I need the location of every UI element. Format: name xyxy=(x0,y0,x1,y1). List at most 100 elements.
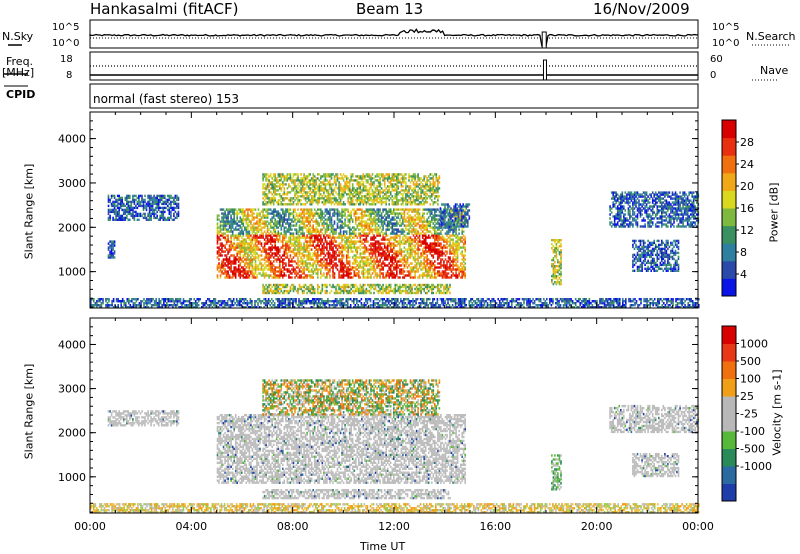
data-cell xyxy=(118,206,120,210)
data-cell xyxy=(345,181,348,184)
data-cell xyxy=(272,179,275,182)
data-cell xyxy=(300,236,302,239)
data-cell xyxy=(358,208,360,211)
data-cell xyxy=(431,272,433,275)
data-cell xyxy=(170,194,172,198)
data-cell xyxy=(397,242,400,245)
data-cell xyxy=(426,246,428,249)
data-cell xyxy=(348,218,351,221)
data-cell xyxy=(443,276,445,279)
data-cell xyxy=(391,228,394,231)
data-cell xyxy=(318,222,321,225)
data-cell xyxy=(437,236,439,239)
data-cell xyxy=(263,220,266,223)
data-cell xyxy=(275,266,278,269)
data-cell xyxy=(403,218,406,221)
data-cell xyxy=(271,218,273,221)
data-cell xyxy=(339,199,342,202)
data-cell xyxy=(329,246,331,249)
data-cell xyxy=(107,204,110,208)
data-cell xyxy=(389,242,392,245)
data-cell xyxy=(239,242,242,245)
data-cell xyxy=(259,222,261,225)
data-cell xyxy=(312,201,314,204)
data-cell xyxy=(446,260,448,263)
data-cell xyxy=(112,194,114,198)
data-cell xyxy=(323,236,325,239)
data-cell xyxy=(257,208,260,211)
data-cell xyxy=(341,226,343,229)
data-cell xyxy=(385,218,387,221)
data-cell xyxy=(394,212,397,215)
data-cell xyxy=(282,276,284,279)
data-cell xyxy=(440,236,442,239)
data-cell xyxy=(274,258,276,261)
data-cell xyxy=(342,185,345,188)
data-cell xyxy=(408,274,410,277)
data-cell xyxy=(265,250,267,253)
data-cell xyxy=(320,268,322,271)
data-cell xyxy=(275,201,278,204)
data-cell xyxy=(414,246,416,249)
data-cell xyxy=(461,266,463,269)
data-cell xyxy=(283,203,286,206)
data-cell xyxy=(444,244,447,247)
data-cell xyxy=(280,214,283,217)
data-cell xyxy=(294,260,296,263)
data-cell xyxy=(420,252,422,255)
data-cell xyxy=(242,208,245,211)
data-cell xyxy=(286,254,289,257)
data-cell xyxy=(371,230,374,233)
data-cell xyxy=(332,270,334,273)
data-cell xyxy=(313,183,316,186)
data-cell xyxy=(335,228,337,231)
data-cell xyxy=(437,238,439,241)
data-cell xyxy=(452,246,454,249)
data-cell xyxy=(344,244,346,247)
data-cell xyxy=(227,270,229,273)
data-cell xyxy=(429,248,432,251)
data-cell xyxy=(453,254,456,257)
data-cell xyxy=(318,185,321,188)
data-cell xyxy=(153,200,155,204)
data-cell xyxy=(115,214,117,218)
data-cell xyxy=(301,264,304,267)
data-cell xyxy=(237,260,240,263)
data-cell xyxy=(244,248,246,251)
data-cell xyxy=(272,238,275,241)
data-cell xyxy=(222,224,225,227)
data-cell xyxy=(350,232,352,235)
data-cell xyxy=(373,218,375,221)
data-cell xyxy=(332,183,334,186)
data-cell xyxy=(297,272,299,275)
data-cell xyxy=(317,240,319,243)
data-cell xyxy=(444,258,447,261)
data-cell xyxy=(283,214,286,217)
data-cell xyxy=(342,254,345,257)
data-cell xyxy=(312,254,314,257)
data-cell xyxy=(429,276,432,279)
data-cell xyxy=(162,200,165,204)
data-cell xyxy=(248,260,251,263)
data-cell xyxy=(176,214,178,218)
data-cell xyxy=(415,242,418,245)
data-cell xyxy=(239,232,242,235)
data-cell xyxy=(400,212,403,215)
data-cell xyxy=(446,276,448,279)
data-cell xyxy=(279,268,281,271)
data-cell xyxy=(358,232,360,235)
data-cell xyxy=(323,197,325,200)
data-cell xyxy=(307,212,310,215)
data-cell xyxy=(317,276,319,279)
data-cell xyxy=(227,236,229,239)
data-cell xyxy=(406,250,409,253)
data-cell xyxy=(409,256,412,259)
data-cell xyxy=(242,238,245,241)
data-cell xyxy=(348,226,351,229)
data-cell xyxy=(242,232,245,235)
data-cell xyxy=(437,252,439,255)
data-cell xyxy=(339,212,342,215)
data-cell xyxy=(310,232,313,235)
data-cell xyxy=(420,220,422,223)
data-cell xyxy=(256,236,258,239)
